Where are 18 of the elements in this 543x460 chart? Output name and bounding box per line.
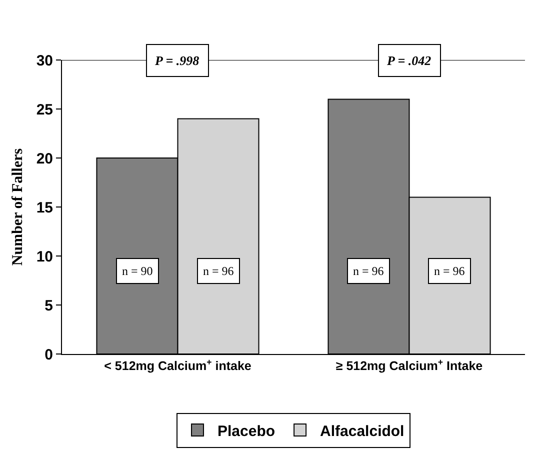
annotation: n = 96: [434, 264, 465, 278]
y-tick-label: 10: [36, 248, 53, 266]
y-tick-label: 25: [36, 101, 53, 118]
x-tick-label: ≥ 512mg Calcium$^{+}$ Intake: [336, 356, 483, 373]
y-tick-label: 30: [36, 52, 53, 70]
x-tick-label: < 512mg Calcium$^{+}$ intake: [104, 356, 252, 373]
y-tick-label: 5: [44, 297, 53, 314]
annotation: n = 96: [203, 264, 234, 278]
legend-label: Placebo: [218, 422, 276, 440]
y-tick-label: 0: [44, 346, 53, 364]
legend-label: Alfacalcidol: [320, 422, 404, 440]
y-axis-title: Number of Fallers: [10, 148, 26, 266]
y-tick-label: 20: [36, 150, 53, 168]
annotation: n = 90: [122, 264, 153, 278]
y-tick-label: 15: [36, 199, 53, 216]
annotation: n = 96: [353, 264, 384, 278]
annotation: P = .998: [155, 53, 200, 68]
annotation: P = .042: [387, 53, 432, 68]
